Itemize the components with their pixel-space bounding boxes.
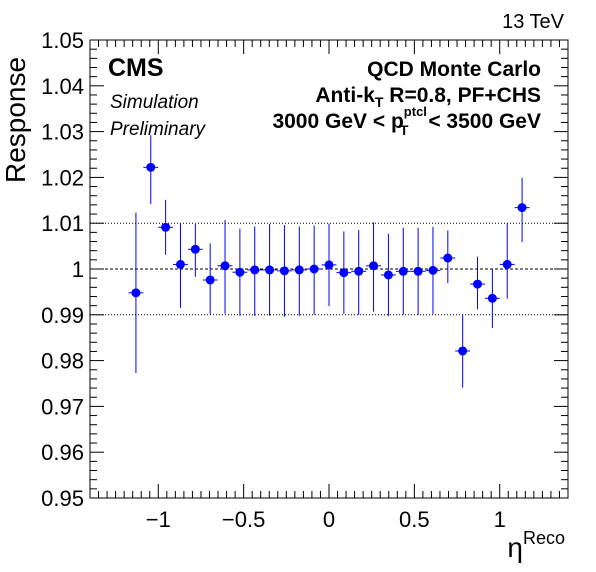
y-tick-label: 0.99 (41, 303, 84, 328)
data-point (484, 268, 500, 329)
marker (235, 267, 245, 277)
marker (131, 288, 141, 298)
marker (146, 162, 156, 172)
y-tick-label: 1.01 (41, 211, 84, 236)
data-point (455, 314, 471, 388)
marker (190, 244, 200, 254)
data-point (173, 223, 188, 308)
marker (279, 266, 289, 276)
marker (383, 270, 393, 280)
x-tick-label: −0.5 (222, 507, 265, 532)
data-point (499, 223, 515, 299)
data-point (158, 199, 174, 255)
y-tick-label: 0.97 (41, 394, 84, 419)
data-point (351, 230, 367, 315)
x-tick-label: 1 (494, 507, 506, 532)
data-point (277, 225, 292, 317)
data-point (143, 135, 159, 204)
data-point (514, 177, 530, 242)
y-tick-label: 1.03 (41, 120, 84, 145)
data-point (306, 225, 322, 315)
marker (250, 265, 260, 275)
data-point (395, 227, 411, 315)
marker (428, 265, 438, 275)
marker (369, 261, 379, 271)
marker (339, 268, 349, 278)
y-tick-label: 1.02 (41, 165, 84, 190)
data-point (425, 226, 441, 314)
info-line3: 3000 GeV < pptcl T < 3500 GeV (272, 104, 541, 138)
cms-label: CMS (108, 54, 164, 82)
y-axis: 0.95 0.96 0.97 0.98 0.99 1 1.01 1.02 1.03 1.04 1.0… (41, 28, 568, 511)
marker (205, 275, 215, 285)
data-point (262, 224, 278, 316)
marker (398, 266, 408, 276)
marker (220, 261, 230, 271)
data-point (202, 243, 218, 315)
data-point (410, 227, 426, 315)
info-line2: Anti-kT R=0.8, PF+CHS (315, 84, 541, 110)
y-tick-label: 1.04 (41, 74, 84, 99)
data-point (321, 223, 337, 307)
x-axis-title: ηReco (507, 528, 565, 563)
data-point (336, 231, 352, 314)
marker (324, 260, 334, 270)
marker (294, 265, 304, 275)
y-tick-label: 0.96 (41, 440, 84, 465)
marker (161, 222, 171, 232)
x-tick-label: −1 (146, 507, 171, 532)
marker (309, 264, 319, 274)
data-point (247, 226, 263, 316)
info-line1: QCD Monte Carlo (367, 58, 541, 81)
data-point (440, 230, 456, 284)
data-point (291, 226, 307, 316)
marker (502, 259, 512, 269)
marker (517, 203, 527, 213)
y-axis-title: Response (0, 57, 31, 183)
marker (265, 265, 275, 275)
data-point (380, 233, 396, 317)
y-tick-label: 0.95 (41, 486, 84, 511)
y-tick-label: 0.98 (41, 349, 84, 374)
marker (458, 346, 468, 356)
marker (473, 279, 483, 289)
marker (175, 259, 185, 269)
data-point (128, 212, 144, 373)
data-point (470, 256, 485, 310)
x-tick-label: 0.5 (399, 507, 430, 532)
y-tick-label: 1 (72, 257, 84, 282)
data-point (217, 219, 233, 314)
marker (413, 266, 423, 276)
data-points (128, 135, 530, 388)
marker (487, 293, 497, 303)
preliminary-label: Preliminary (110, 119, 207, 140)
marker (443, 253, 453, 263)
data-point (232, 228, 248, 316)
data-point (187, 224, 203, 277)
marker (354, 266, 364, 276)
energy-label: 13 TeV (502, 11, 565, 33)
x-tick-label: 0 (323, 507, 335, 532)
y-tick-label: 1.05 (41, 28, 84, 53)
simulation-label: Simulation (110, 92, 199, 113)
data-point (366, 222, 381, 312)
x-axis: −1 −0.5 0 0.5 1 (89, 40, 569, 532)
